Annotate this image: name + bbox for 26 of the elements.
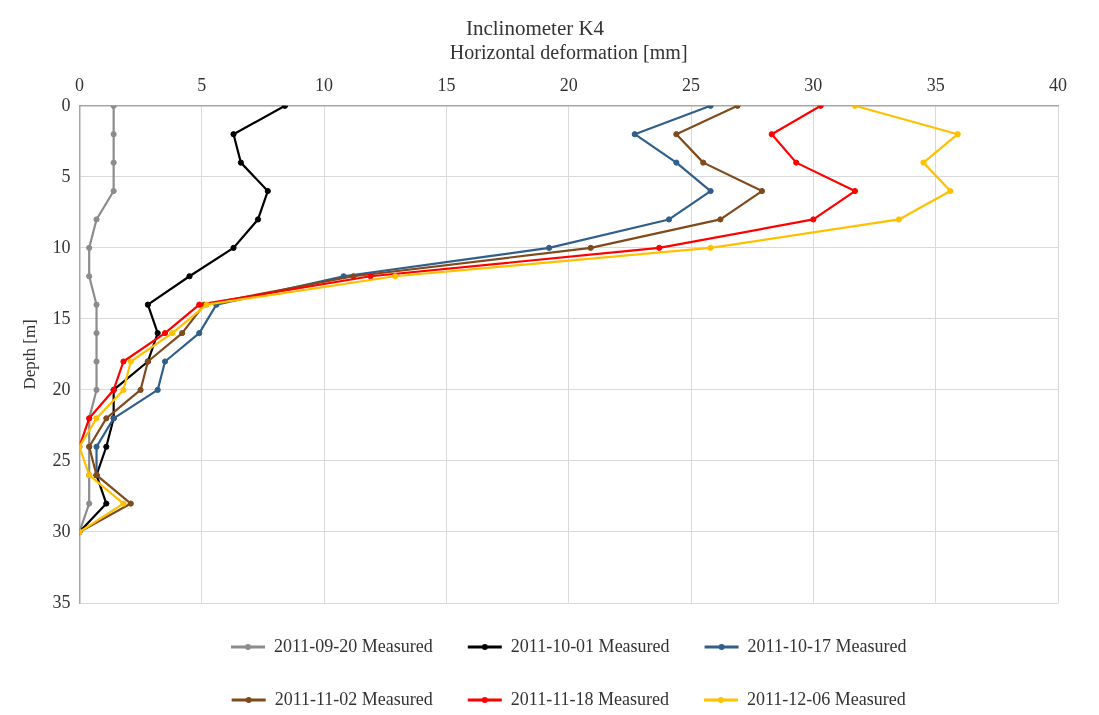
y-tick-label: 25	[52, 449, 71, 470]
x-tick-label: 35	[926, 74, 945, 95]
x-tick-label: 25	[682, 74, 701, 95]
x-tick-label: 5	[197, 74, 207, 95]
x-tick-label: 15	[437, 74, 456, 95]
legend-label: 2011-12-06 Measured	[746, 688, 906, 709]
y-axis-title: Depth [m]	[19, 319, 39, 390]
legend-label: 2011-10-01 Measured	[510, 635, 670, 656]
x-axis-title: Horizontal deformation [mm]	[449, 41, 688, 64]
x-tick-label: 30	[804, 74, 823, 95]
y-tick-label: 20	[52, 378, 71, 399]
legend-label: 2011-11-18 Measured	[510, 688, 669, 709]
x-tick-label: 40	[1049, 74, 1067, 95]
y-tick-label: 5	[61, 165, 71, 186]
y-tick-label: 35	[52, 591, 71, 612]
x-tick-label: 0	[74, 74, 84, 95]
legend-label: 2011-11-02 Measured	[274, 688, 433, 709]
chart-title: Inclinometer K4	[465, 16, 605, 41]
legend-label: 2011-09-20 Measured	[274, 635, 433, 656]
x-tick-label: 20	[559, 74, 578, 95]
legend-label: 2011-10-17 Measured	[747, 635, 907, 656]
y-tick-label: 15	[52, 307, 71, 328]
y-tick-label: 30	[52, 520, 71, 541]
y-tick-label: 0	[61, 94, 71, 115]
y-tick-label: 10	[52, 236, 71, 257]
x-tick-label: 10	[315, 74, 334, 95]
